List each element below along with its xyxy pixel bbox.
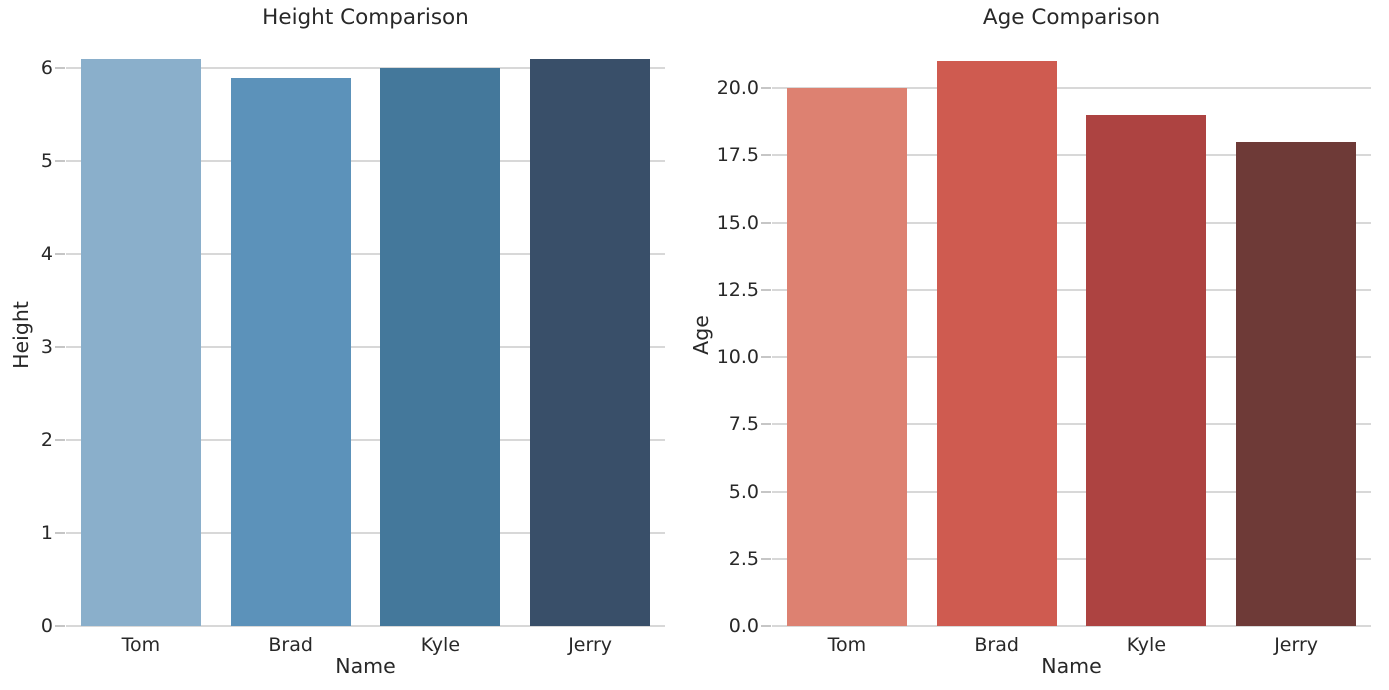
gridline — [772, 625, 1371, 627]
x-tick-label-brad: Brad — [268, 634, 313, 656]
gridline — [772, 87, 1371, 90]
gridline — [66, 439, 665, 442]
gridline — [772, 288, 1371, 291]
y-tick-label: 4 — [40, 243, 53, 266]
gridline — [772, 154, 1371, 157]
y-tick-label: 5.0 — [728, 480, 759, 503]
y-tick-mark — [761, 87, 771, 90]
y-tick-mark — [55, 439, 65, 442]
gridline — [66, 67, 665, 70]
y-tick-mark — [761, 557, 771, 560]
gridline — [772, 490, 1371, 493]
x-tick-label-kyle: Kyle — [1126, 634, 1167, 656]
y-tick-label: 2.5 — [728, 547, 759, 570]
gridline — [772, 423, 1371, 426]
bar-jerry — [1236, 141, 1357, 626]
gridline — [66, 346, 665, 349]
y-tick-label: 3 — [40, 336, 53, 359]
age-chart-title: Age Comparison — [982, 5, 1161, 30]
y-tick-mark — [55, 625, 65, 627]
gridline — [66, 532, 665, 535]
y-tick-mark — [761, 288, 771, 291]
y-tick-label: 5 — [40, 150, 53, 173]
y-tick-mark — [55, 253, 65, 256]
gridline — [66, 160, 665, 163]
y-tick-mark — [761, 221, 771, 224]
x-tick-label-tom: Tom — [121, 634, 161, 656]
y-tick-label: 0.0 — [728, 615, 759, 637]
y-tick-mark — [761, 490, 771, 493]
height-chart-title: Height Comparison — [262, 5, 469, 30]
y-tick-mark — [55, 67, 65, 70]
gridline — [66, 253, 665, 256]
height-y-axis-label: Height — [9, 301, 33, 369]
y-tick-label: 7.5 — [728, 413, 759, 436]
y-tick-mark — [55, 160, 65, 163]
y-tick-mark — [761, 423, 771, 426]
y-tick-label: 17.5 — [716, 144, 759, 167]
y-tick-label: 1 — [40, 522, 53, 545]
bar-kyle — [380, 68, 501, 626]
y-tick-mark — [761, 154, 771, 157]
x-tick-label-jerry: Jerry — [1274, 634, 1319, 656]
height-x-axis-label: Name — [335, 654, 396, 678]
y-tick-mark — [55, 346, 65, 349]
x-tick-label-kyle: Kyle — [420, 634, 461, 656]
x-tick-label-brad: Brad — [974, 634, 1019, 656]
y-tick-label: 2 — [40, 429, 53, 452]
bar-kyle — [1086, 114, 1207, 626]
y-tick-label: 20.0 — [716, 77, 759, 100]
y-tick-label: 10.0 — [716, 346, 759, 369]
age-plot-area: 0.0 2.5 5.0 7.5 10.0 12.5 15.0 17.5 20.0 Tom Brad K… — [717, 45, 1371, 656]
x-tick-label-jerry: Jerry — [568, 634, 613, 656]
y-tick-mark — [761, 625, 771, 627]
x-tick-label-tom: Tom — [827, 634, 867, 656]
bar-tom — [80, 58, 201, 626]
bar-brad — [936, 61, 1057, 626]
gridline — [772, 356, 1371, 359]
age-x-axis-label: Name — [1041, 654, 1102, 678]
y-tick-label: 0 — [40, 615, 53, 637]
y-tick-label: 6 — [40, 57, 53, 80]
gridline — [772, 557, 1371, 560]
y-tick-mark — [761, 356, 771, 359]
bar-jerry — [530, 58, 651, 626]
y-tick-mark — [55, 532, 65, 535]
y-tick-label: 15.0 — [716, 211, 759, 234]
y-tick-label: 12.5 — [716, 278, 759, 301]
gridline — [772, 221, 1371, 224]
bar-tom — [786, 88, 907, 626]
height-plot-area: 0 1 2 3 4 5 6 Tom Brad Kyle Jerry — [41, 45, 665, 656]
bar-brad — [230, 77, 351, 626]
gridline — [66, 625, 665, 627]
